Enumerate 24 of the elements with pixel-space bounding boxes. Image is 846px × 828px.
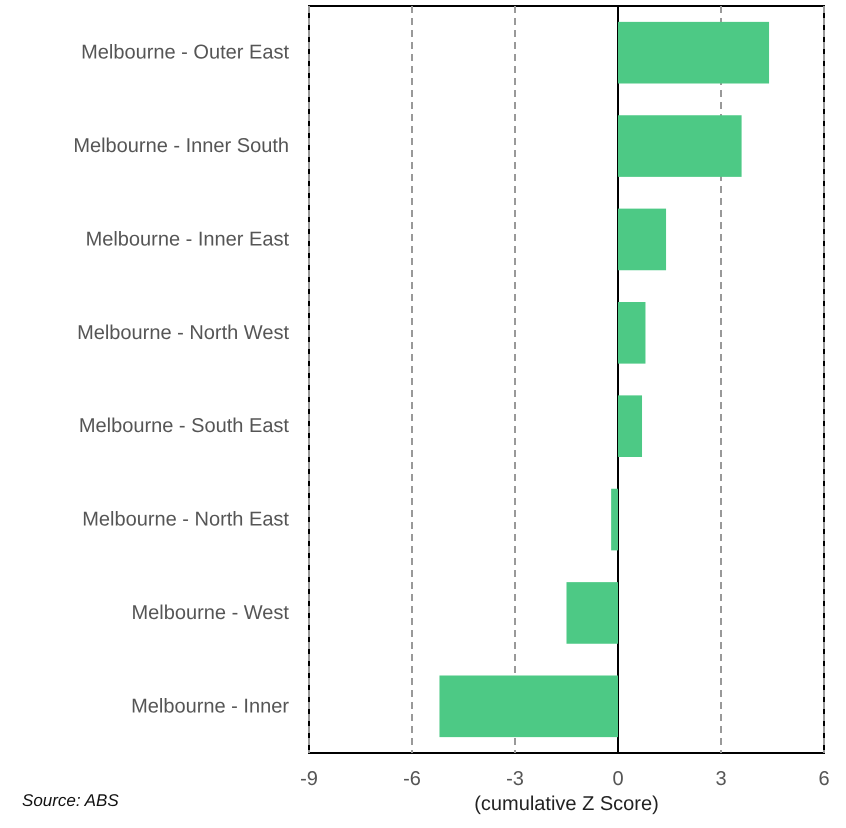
x-tick-label: -6 [403,768,421,790]
bar [618,208,666,270]
bar [611,488,618,550]
y-tick-label: Melbourne - Outer East [81,42,290,64]
source-note: Source: ABS [22,791,120,810]
bar [618,22,770,84]
x-tick-label: 6 [818,768,830,790]
bar [566,582,618,644]
y-tick-label: Melbourne - Inner [131,695,290,718]
y-tick-label: Melbourne - Inner South [73,135,289,158]
bar [618,395,642,457]
bar [618,115,742,177]
x-tick-label: -9 [300,768,318,790]
x-axis-title: (cumulative Z Score) [474,792,659,815]
bar [618,302,646,364]
y-tick-label: Melbourne - North West [77,322,290,344]
bar [439,676,618,738]
x-tick-label: 0 [612,768,624,790]
x-tick-label: -3 [506,768,524,790]
y-tick-label: Melbourne - West [132,602,290,624]
y-tick-label: Melbourne - Inner East [86,228,290,250]
x-tick-label: 3 [715,768,727,790]
y-tick-label: Melbourne - South East [78,415,290,438]
y-tick-label: Melbourne - North East [82,508,290,531]
